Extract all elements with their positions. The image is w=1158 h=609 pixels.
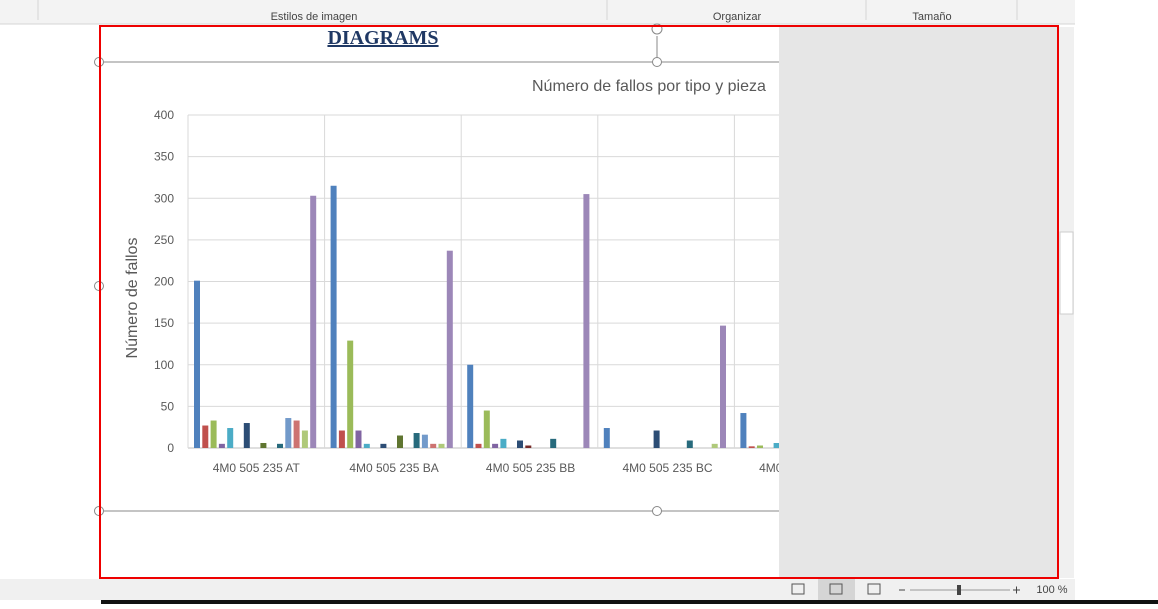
handles — [94, 23, 663, 516]
bar — [355, 430, 362, 448]
bar — [525, 445, 532, 448]
y-tick-label: 200 — [154, 275, 174, 289]
bar — [301, 430, 308, 448]
x-tick-label: 4M0 505 235 BB — [486, 461, 575, 475]
heading: DIAGRAMS — [327, 27, 438, 49]
bar — [421, 434, 428, 448]
bar — [711, 443, 718, 448]
chart: Número de fallos por tipo y pieza Número … — [124, 78, 783, 475]
y-tick-label: 400 — [154, 108, 174, 122]
handle[interactable] — [652, 57, 662, 67]
view-icon[interactable] — [829, 583, 843, 595]
bar — [347, 340, 354, 448]
y-tick-label: 250 — [154, 233, 174, 247]
bar — [397, 435, 403, 448]
bar — [720, 325, 726, 448]
bar — [550, 438, 557, 448]
y-tick-label: 350 — [154, 150, 174, 164]
zoom-level[interactable]: 100 % — [1036, 584, 1067, 596]
bar — [210, 420, 217, 448]
bar — [194, 280, 200, 448]
bar — [500, 438, 507, 448]
y-tick-label: 0 — [167, 441, 174, 455]
x-tick-label: 4M0 505 235 BC — [623, 461, 713, 475]
handle[interactable] — [652, 506, 662, 516]
ribbon-group[interactable]: Organizar — [713, 11, 762, 23]
bar — [293, 420, 300, 448]
view-icon[interactable] — [867, 583, 881, 595]
bar — [260, 443, 267, 448]
bar — [517, 440, 523, 448]
bar — [475, 443, 482, 448]
bar — [467, 364, 474, 448]
bar — [603, 428, 610, 448]
bar — [686, 440, 693, 448]
bar — [330, 185, 337, 448]
y-tick-label: 100 — [154, 358, 174, 372]
bar — [492, 443, 499, 448]
view-icon[interactable] — [791, 583, 805, 595]
taskbar-edge — [101, 600, 1158, 604]
selection — [99, 25, 1059, 579]
y-tick-label: 150 — [154, 316, 174, 330]
ribbon — [0, 0, 1075, 24]
bar — [446, 250, 453, 448]
bar — [653, 430, 660, 448]
bar — [483, 410, 490, 448]
bar — [202, 425, 209, 448]
bar — [338, 430, 345, 448]
bar — [363, 443, 370, 448]
y-axis-label: Número de fallos — [124, 238, 141, 359]
bar — [748, 446, 755, 448]
view-active[interactable] — [818, 579, 855, 600]
ribbon-group[interactable]: Estilos de imagen — [271, 11, 358, 23]
bar — [583, 194, 590, 448]
bar — [757, 445, 763, 448]
bar — [227, 428, 234, 448]
bar — [740, 413, 747, 448]
ribbon-group[interactable]: Tamaño — [912, 11, 951, 23]
bar — [218, 443, 225, 448]
bar — [243, 423, 250, 448]
x-tick-label: 4M0 505 235 BA — [349, 461, 438, 475]
chart-title: Número de fallos por tipo y pieza — [532, 78, 766, 95]
bar — [438, 443, 445, 448]
scroll-thumb[interactable] — [1059, 231, 1074, 315]
bar — [285, 418, 292, 448]
bar — [277, 443, 283, 448]
bar — [773, 443, 780, 448]
y-tick-label: 50 — [161, 399, 175, 413]
bar — [430, 443, 437, 448]
zoom-thumb[interactable] — [957, 585, 961, 595]
bar — [413, 433, 420, 448]
side-pane — [779, 26, 1058, 578]
x-tick-label: 4M0 505 235 AT — [213, 461, 301, 475]
zoom-in[interactable] — [1013, 586, 1020, 594]
bar — [310, 195, 317, 448]
x-tick-label: 4M0 — [759, 461, 783, 475]
bar — [380, 443, 387, 448]
y-tick-label: 300 — [154, 191, 174, 205]
status-bar — [0, 579, 1075, 600]
